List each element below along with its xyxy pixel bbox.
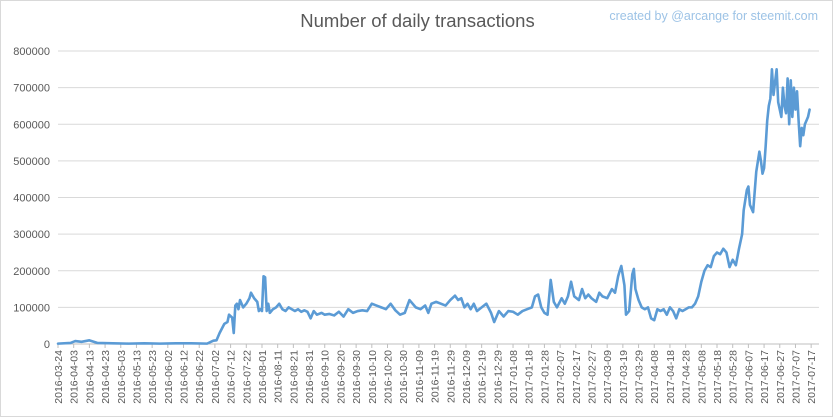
x-tick-label: 2016-09-30 xyxy=(351,350,363,404)
x-tick-label: 2016-07-12 xyxy=(226,350,238,404)
gridlines xyxy=(58,50,819,345)
x-tick-label: 2017-01-18 xyxy=(524,350,536,404)
x-tick-label: 2016-09-10 xyxy=(320,350,332,404)
x-tick-label: 2016-10-10 xyxy=(367,350,379,404)
x-tick-label: 2017-06-27 xyxy=(775,350,787,404)
x-tick-label: 2016-06-22 xyxy=(194,350,206,404)
x-tick-label: 2016-06-12 xyxy=(179,350,191,404)
x-tick-label: 2017-06-07 xyxy=(743,350,755,404)
x-tick-label: 2016-03-24 xyxy=(53,350,65,404)
x-tick-label: 2016-08-31 xyxy=(304,350,316,404)
x-tick-label: 2016-04-03 xyxy=(69,350,81,404)
x-tick-label: 2017-05-28 xyxy=(728,350,740,404)
x-tick-label: 2017-04-08 xyxy=(649,350,661,404)
chart-title: Number of daily transactions xyxy=(300,10,535,31)
x-tick-label: 2016-04-23 xyxy=(100,350,112,404)
x-tick-label: 2016-08-21 xyxy=(288,350,300,404)
y-tick-label: 800000 xyxy=(13,46,50,58)
x-tick-label: 2016-04-13 xyxy=(84,350,96,404)
x-tick-label: 2017-01-08 xyxy=(508,350,520,404)
x-tick-label: 2017-07-17 xyxy=(806,350,818,404)
x-tick-label: 2016-07-22 xyxy=(241,350,253,404)
watermark-credit: created by @arcange for steemit.com xyxy=(609,9,818,23)
y-tick-label: 500000 xyxy=(13,156,50,168)
x-tick-label: 2016-12-29 xyxy=(492,350,504,404)
x-tick-label: 2017-03-09 xyxy=(602,350,614,404)
x-tick-label: 2017-03-29 xyxy=(634,350,646,404)
x-tick-label: 2016-07-02 xyxy=(210,350,222,404)
x-tick-label: 2017-04-18 xyxy=(665,350,677,404)
x-tick-label: 2017-07-07 xyxy=(790,350,802,404)
x-tick-label: 2017-02-17 xyxy=(571,350,583,404)
x-tick-label: 2016-08-01 xyxy=(257,350,269,404)
y-tick-label: 300000 xyxy=(13,229,50,241)
x-tick-label: 2016-12-19 xyxy=(477,350,489,404)
y-tick-label: 400000 xyxy=(13,193,50,205)
x-tick-label: 2016-12-09 xyxy=(461,350,473,404)
x-tick-label: 2017-03-19 xyxy=(618,350,630,404)
x-tick-label: 2016-08-11 xyxy=(273,350,285,403)
series-line xyxy=(56,68,811,345)
x-tick-label: 2016-05-13 xyxy=(131,350,143,404)
series-lines xyxy=(56,68,811,345)
y-tick-label: 100000 xyxy=(13,302,50,314)
x-tick-label: 2017-06-17 xyxy=(759,350,771,404)
x-tick-label: 2017-02-07 xyxy=(555,350,567,404)
x-tick-label: 2016-11-19 xyxy=(430,350,442,403)
y-axis-tick-labels: 0 100000 200000 300000 400000 500000 600000 700… xyxy=(13,46,50,351)
x-tick-label: 2016-05-23 xyxy=(147,350,159,404)
x-tick-label: 2016-06-02 xyxy=(163,350,175,404)
x-tick-label: 2017-02-27 xyxy=(586,350,598,404)
x-tick-label: 2017-05-08 xyxy=(696,350,708,404)
x-tick-label: 2017-01-28 xyxy=(539,350,551,404)
x-tick-label: 2017-05-18 xyxy=(712,350,724,404)
y-tick-label: 600000 xyxy=(13,119,50,131)
x-tick-label: 2016-11-09 xyxy=(414,350,426,403)
x-tick-label: 2016-10-30 xyxy=(398,350,410,404)
x-tick-label: 2016-09-20 xyxy=(335,350,347,404)
x-tick-label: 2016-10-20 xyxy=(383,350,395,404)
y-tick-label: 0 xyxy=(44,339,50,351)
x-axis-tick-labels: 2016-03-24 2016-04-03 2016-04-13 2016-04-23… xyxy=(53,344,818,404)
x-tick-label: 2017-04-28 xyxy=(681,350,693,404)
x-tick-label: 2016-11-29 xyxy=(445,350,457,403)
y-tick-label: 700000 xyxy=(13,83,50,95)
y-tick-label: 200000 xyxy=(13,266,50,278)
x-tick-label: 2016-05-03 xyxy=(116,350,128,404)
